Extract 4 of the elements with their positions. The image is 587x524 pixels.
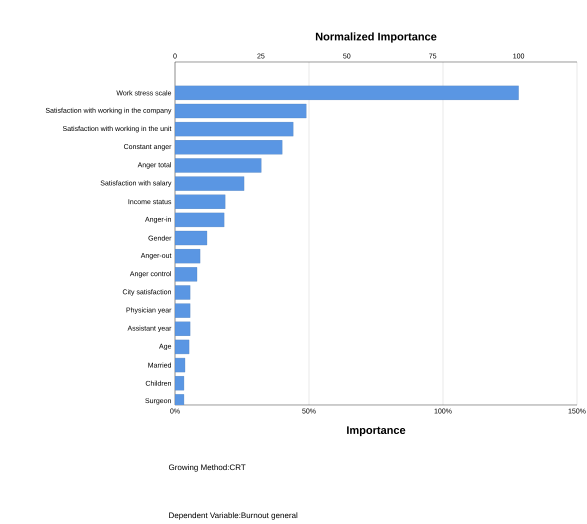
x-axis-title: Importance [347, 426, 406, 436]
x2-axis-title: Normalized Importance [316, 32, 436, 43]
text: Dependent Variable:Burnout general [169, 512, 298, 520]
text: Growing Method:CRT [168, 464, 246, 472]
